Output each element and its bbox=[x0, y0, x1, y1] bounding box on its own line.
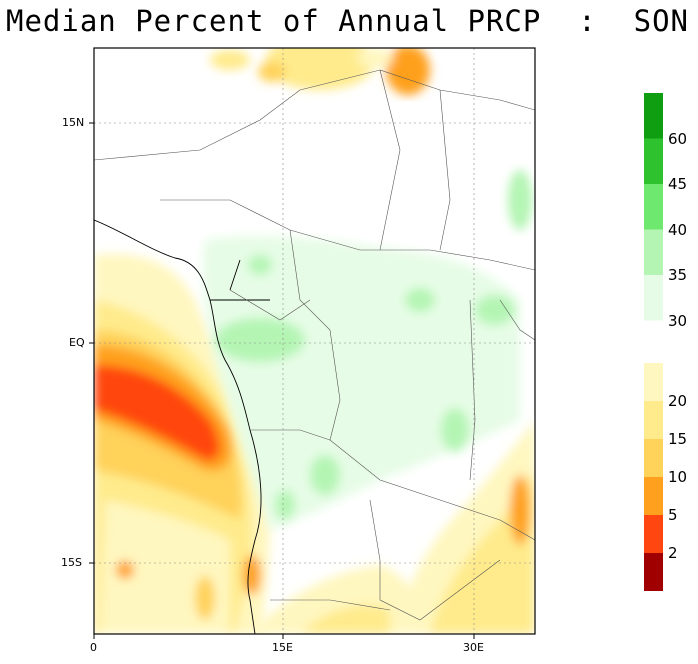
colorbar-label: 5 bbox=[668, 506, 678, 524]
coastlines bbox=[94, 60, 270, 634]
map-frame bbox=[93, 47, 536, 635]
axis-ticks bbox=[89, 122, 475, 639]
lon-tick-label: 30E bbox=[463, 641, 484, 654]
colorbar-swatch bbox=[644, 184, 663, 230]
colorbar-label: 45 bbox=[668, 175, 688, 193]
colorbar-label: 2 bbox=[668, 544, 678, 562]
colorbar-label: 20 bbox=[668, 392, 688, 410]
lon-tick-label: 0 bbox=[90, 641, 97, 654]
colorbar bbox=[644, 93, 663, 591]
lat-tick-label: 15S bbox=[61, 556, 82, 569]
colorbar-swatch bbox=[644, 363, 663, 401]
colorbar-label: 10 bbox=[668, 468, 688, 486]
map-title: Median Percent of Annual PRCP : SON bbox=[6, 4, 690, 38]
ocean-dry-field bbox=[94, 253, 271, 634]
colorbar-label: 40 bbox=[668, 220, 688, 239]
colorbar-label: 35 bbox=[668, 266, 688, 284]
gridlines bbox=[94, 48, 535, 634]
colorbar-swatch bbox=[644, 401, 663, 439]
colorbar-swatch bbox=[644, 138, 663, 184]
lon-tick-label: 15E bbox=[272, 641, 293, 654]
lat-tick-label: EQ bbox=[69, 336, 85, 349]
colorbar-swatch bbox=[644, 515, 663, 553]
colorbar-swatch bbox=[644, 93, 663, 139]
colorbar-swatch bbox=[644, 477, 663, 515]
colorbar-swatch bbox=[644, 553, 663, 591]
shaded-fields bbox=[94, 48, 535, 634]
colorbar-label: 15 bbox=[668, 430, 688, 448]
lat-tick-label: 15N bbox=[62, 116, 85, 129]
central-wet-field bbox=[203, 170, 532, 531]
colorbar-swatch bbox=[644, 439, 663, 477]
country-borders bbox=[94, 69, 535, 621]
southeast-dry-field bbox=[250, 420, 535, 634]
colorbar-swatch bbox=[644, 229, 663, 275]
colorbar-label: 30 bbox=[668, 311, 688, 330]
colorbar-swatch bbox=[644, 275, 663, 321]
colorbar-label: 60 bbox=[668, 129, 688, 148]
